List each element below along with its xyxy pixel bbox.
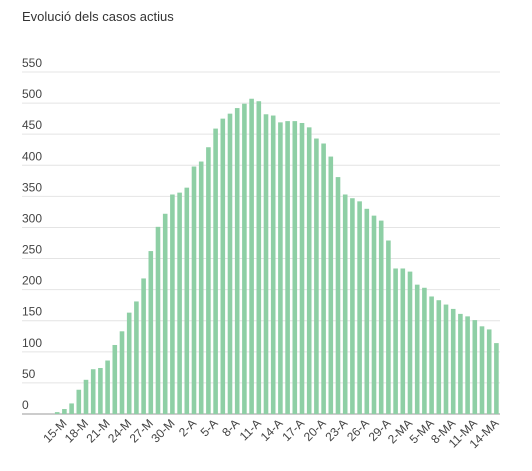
x-tick-label: 17-A — [279, 416, 307, 444]
bar — [170, 194, 175, 414]
x-tick-label: 30-M — [148, 416, 177, 445]
bar — [285, 121, 290, 415]
bar — [62, 409, 67, 414]
bar — [378, 220, 384, 414]
bar — [278, 122, 283, 415]
bar — [450, 308, 456, 414]
x-tick-label: 26-A — [344, 416, 372, 444]
bar — [270, 115, 276, 414]
x-tick-label: 5-A — [198, 416, 221, 439]
bar — [54, 412, 60, 414]
x-axis-tick-labels: 15-M18-M21-M24-M27-M30-M2-A5-A8-A11-A14-… — [40, 416, 501, 451]
bar — [249, 98, 254, 415]
bar — [314, 138, 319, 414]
x-tick-label: 18-M — [62, 416, 91, 445]
bar — [321, 143, 326, 414]
x-tick-label: 21-M — [83, 416, 112, 445]
y-axis-tick-labels: 0 50 100 150 200 250 300 350 400 450 500 550 — [22, 56, 42, 412]
bar — [400, 268, 406, 414]
bar — [393, 268, 398, 414]
bar — [429, 296, 434, 414]
bar — [213, 128, 218, 414]
x-tick-label: 15-M — [40, 416, 69, 445]
chart-title: Evolució dels casos actius — [22, 9, 174, 24]
bar — [350, 198, 355, 414]
bar — [263, 114, 269, 414]
bar — [69, 403, 74, 414]
bar — [328, 156, 334, 414]
bar — [335, 177, 341, 414]
x-tick-label: 27-M — [127, 416, 156, 445]
bar — [234, 108, 240, 414]
bar — [436, 300, 442, 414]
bar — [184, 187, 190, 414]
bar — [220, 118, 226, 414]
bar — [479, 326, 485, 414]
x-tick-label: 14-A — [258, 416, 286, 444]
bar — [155, 226, 161, 414]
y-tick-label: 250 — [22, 243, 42, 257]
bar — [177, 192, 182, 414]
bar — [414, 284, 420, 414]
x-tick-label: 23-A — [322, 416, 350, 444]
y-tick-label: 300 — [22, 211, 42, 225]
bar — [256, 101, 262, 414]
bar — [371, 215, 377, 414]
bar — [134, 301, 139, 414]
bar — [443, 304, 449, 414]
bar — [141, 278, 146, 414]
bar — [292, 121, 298, 415]
bar — [407, 271, 413, 414]
y-tick-label: 150 — [22, 305, 42, 319]
bar — [357, 201, 362, 414]
bar — [242, 103, 247, 415]
bar — [76, 389, 82, 414]
bar — [227, 113, 233, 414]
bar — [386, 240, 391, 414]
bar — [299, 122, 305, 415]
bar — [364, 208, 370, 414]
bar — [105, 360, 110, 414]
bar — [98, 367, 103, 414]
x-tick-label: 24-M — [105, 416, 134, 445]
bar — [126, 312, 132, 414]
x-tick-label: 20-A — [301, 416, 329, 444]
bars — [54, 98, 499, 415]
y-tick-label: 400 — [22, 149, 42, 163]
y-tick-label: 0 — [22, 398, 29, 412]
bar — [83, 379, 89, 414]
bar — [465, 316, 470, 414]
y-tick-label: 350 — [22, 180, 42, 194]
bar — [458, 313, 463, 414]
y-tick-label: 200 — [22, 274, 42, 288]
y-tick-label: 550 — [22, 56, 42, 70]
bar — [472, 320, 478, 414]
bar — [198, 161, 204, 414]
bar — [494, 343, 499, 414]
y-tick-label: 50 — [22, 367, 36, 381]
bar — [90, 369, 96, 414]
y-tick-label: 500 — [22, 87, 42, 101]
x-tick-label: 2-A — [176, 416, 199, 439]
bar — [342, 194, 348, 414]
y-tick-label: 100 — [22, 336, 42, 350]
bar — [162, 213, 168, 414]
y-tick-label: 450 — [22, 118, 42, 132]
bar — [119, 331, 125, 414]
bar — [206, 147, 211, 415]
bar — [422, 287, 427, 414]
x-tick-label: 11-A — [237, 416, 264, 443]
bar — [148, 251, 154, 414]
bar — [306, 127, 312, 414]
bar — [486, 329, 492, 414]
bar — [191, 166, 197, 414]
bar — [112, 344, 118, 414]
